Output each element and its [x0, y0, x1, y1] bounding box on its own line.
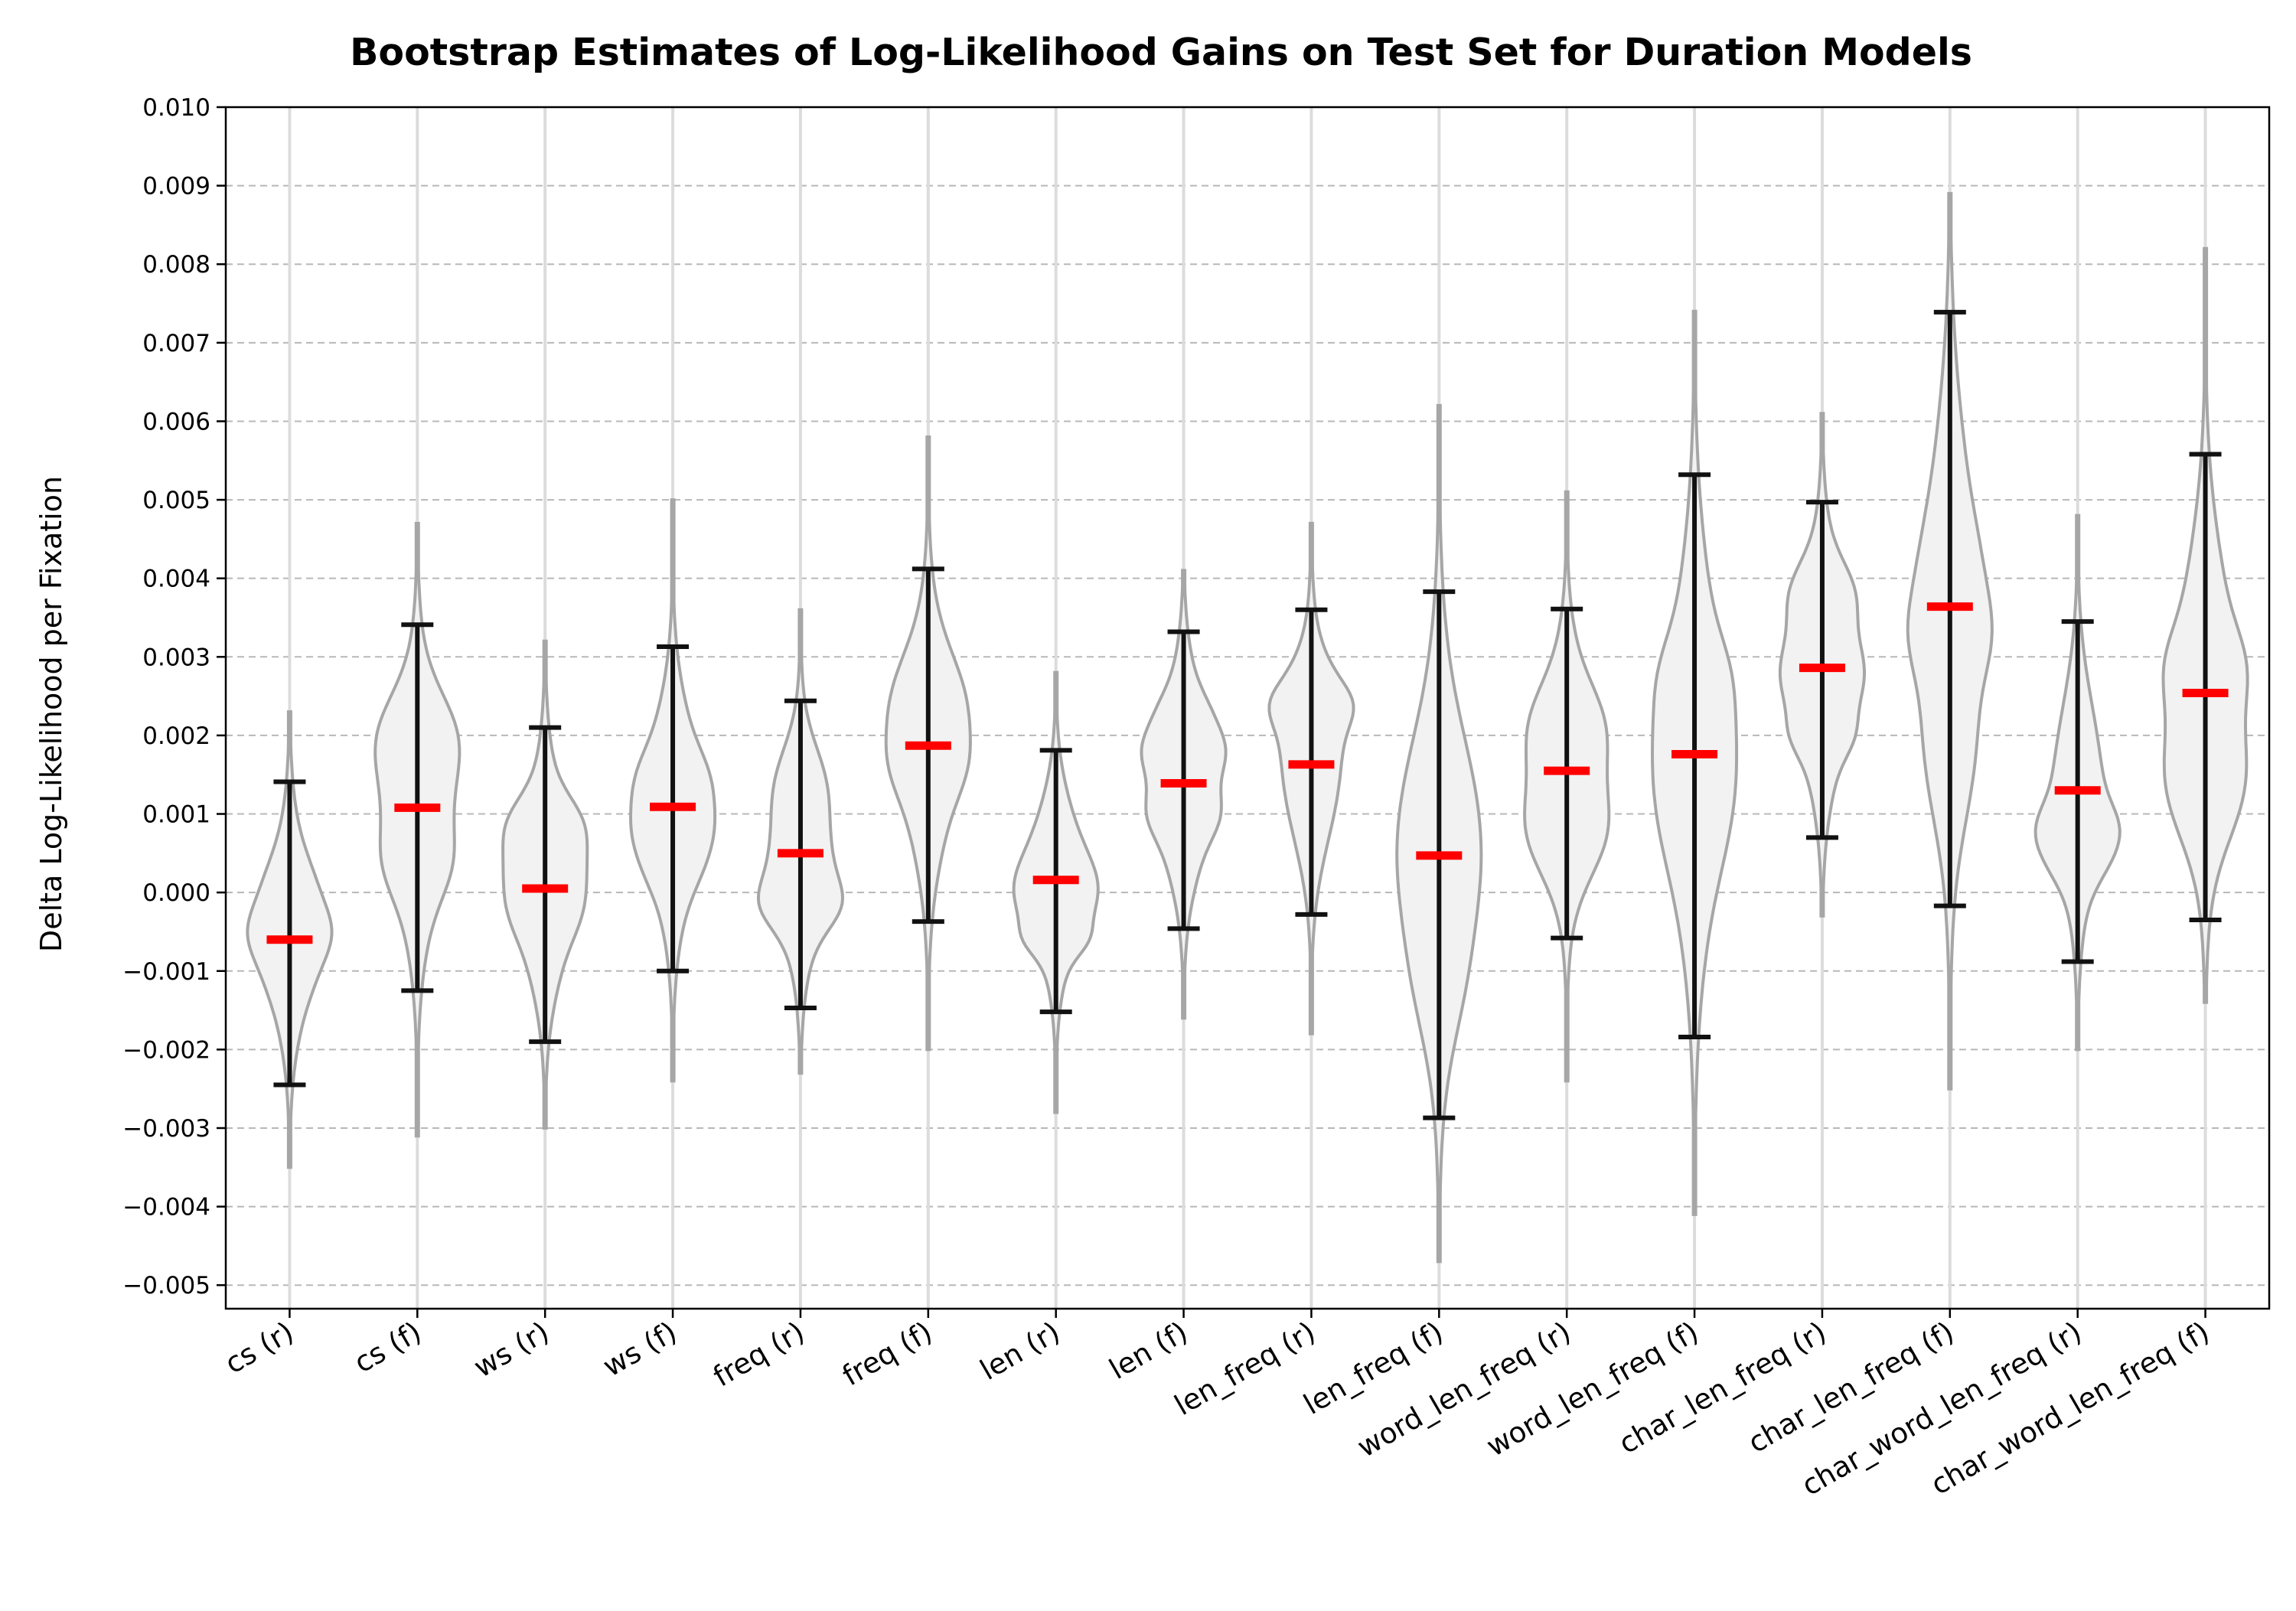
y-tick-label: −0.005 — [122, 1272, 210, 1300]
y-tick-label: 0.006 — [142, 408, 210, 435]
y-tick-label: 0.008 — [142, 251, 210, 279]
y-tick-label: 0.002 — [142, 722, 210, 750]
whisker-layer — [266, 309, 2229, 1120]
y-tick-label: −0.001 — [122, 958, 210, 986]
y-tick-label: −0.004 — [122, 1194, 210, 1221]
y-tick-label: 0.007 — [142, 330, 210, 357]
y-tick-label: 0.004 — [142, 566, 210, 593]
y-tick-label: 0.001 — [142, 801, 210, 829]
y-tick-label: 0.010 — [142, 94, 210, 122]
y-tick-label: −0.003 — [122, 1115, 210, 1143]
y-tick-label: −0.002 — [122, 1036, 210, 1064]
plot-frame — [224, 106, 2271, 1310]
y-tick-label: 0.009 — [142, 173, 210, 201]
y-tick-label: 0.003 — [142, 644, 210, 671]
y-axis-label: Delta Log-Likelihood per Fixation — [34, 476, 68, 952]
chart-title: Bootstrap Estimates of Log-Likelihood Ga… — [350, 31, 1972, 74]
y-tick-label: 0.005 — [142, 487, 210, 514]
y-tick-label: 0.000 — [142, 879, 210, 907]
